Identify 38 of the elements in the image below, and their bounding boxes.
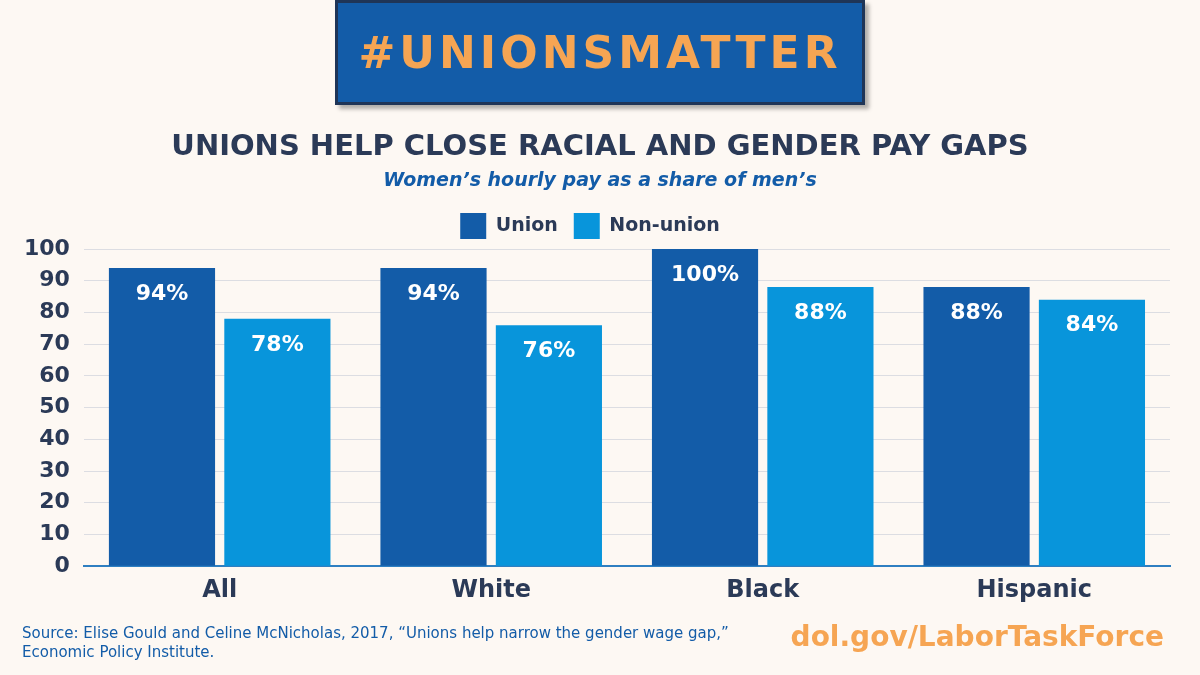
y-tick-label: 50	[39, 393, 70, 419]
data-label: 88%	[950, 298, 1003, 324]
bar	[767, 287, 874, 566]
legend-label: Union	[495, 212, 558, 235]
y-tick-label: 80	[39, 298, 70, 324]
y-tick-label: 30	[39, 456, 70, 482]
legend-label: Non-union	[609, 212, 720, 235]
bar	[1038, 299, 1146, 566]
bar	[495, 325, 602, 566]
source-note: Source: Elise Gould and Celine McNicholas, 2017, “Unions help narrow the gender wage gap,” Economic Policy Institute.	[22, 624, 730, 662]
text: #UNIONSMATTER	[358, 27, 842, 78]
bar	[224, 318, 331, 566]
y-tick-label: 100	[23, 234, 70, 260]
data-label: 100%	[671, 260, 740, 286]
y-tick-label: 10	[39, 520, 70, 546]
y-tick-label: 20	[39, 488, 70, 514]
x-tick-label: Hispanic	[976, 574, 1092, 603]
data-label: 88%	[794, 298, 847, 324]
bar	[108, 268, 216, 566]
x-tick-label: All	[202, 574, 238, 603]
bar	[380, 268, 487, 566]
x-tick-label: White	[451, 574, 531, 603]
data-label: 94%	[407, 279, 460, 305]
x-tick-label: Black	[726, 574, 801, 603]
bar	[651, 249, 759, 566]
y-tick-label: 70	[39, 329, 70, 355]
chart-subtitle: Women’s hourly pay as a share of men’s	[382, 168, 818, 190]
y-tick-label: 90	[39, 266, 70, 292]
data-label: 94%	[135, 279, 189, 305]
data-label: 76%	[522, 336, 576, 362]
chart-title: UNIONS HELP CLOSE RACIAL AND GENDER PAY GAPS	[170, 128, 1030, 162]
y-tick-label: 0	[54, 551, 70, 577]
data-label: 84%	[1065, 311, 1119, 337]
data-label: 78%	[251, 330, 304, 356]
y-tick-label: 40	[39, 425, 70, 451]
text: dol.gov/LaborTaskForce	[790, 620, 1164, 653]
y-tick-label: 60	[39, 361, 70, 387]
bar	[923, 287, 1030, 566]
